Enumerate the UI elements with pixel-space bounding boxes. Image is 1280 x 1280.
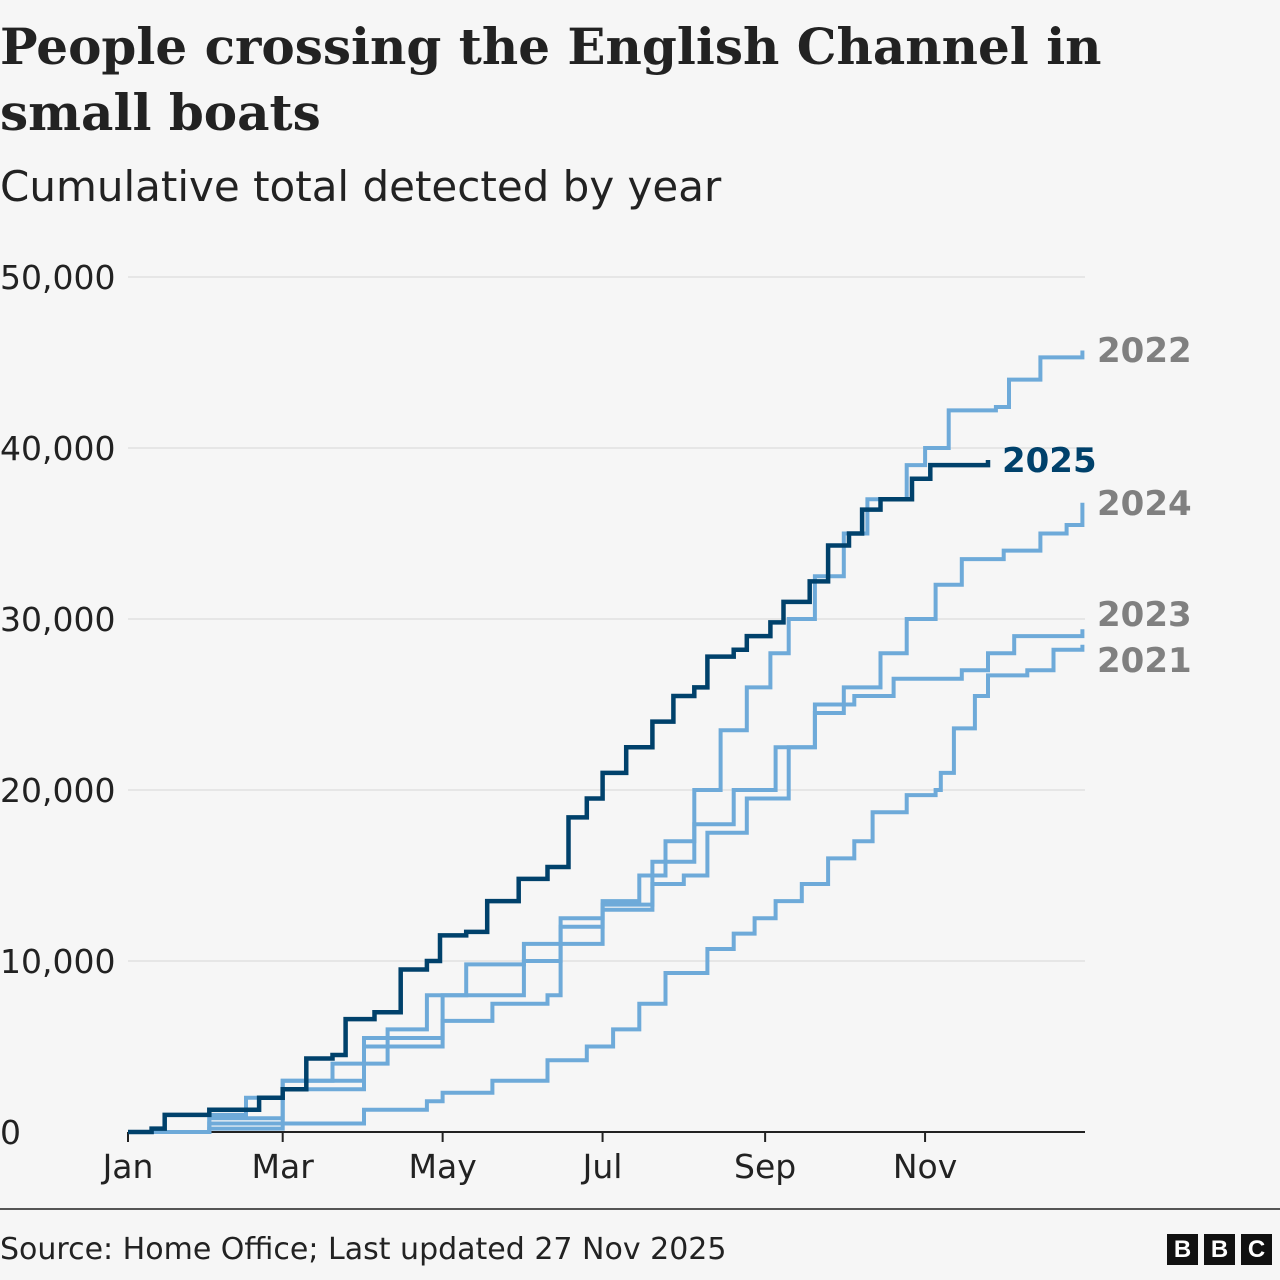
series-line-2021 bbox=[128, 644, 1085, 1134]
x-tick-label: Nov bbox=[893, 1147, 957, 1186]
y-tick-label: 10,000 bbox=[0, 942, 115, 981]
x-tick-label: Jan bbox=[101, 1147, 154, 1186]
series-label-2024: 2024 bbox=[1097, 484, 1192, 524]
logo-letter: B bbox=[1204, 1234, 1235, 1265]
series-label-2025: 2025 bbox=[1002, 441, 1097, 481]
source-note: Source: Home Office; Last updated 27 Nov… bbox=[0, 1232, 727, 1267]
x-tick-label: Sep bbox=[734, 1147, 796, 1186]
chart-subtitle: Cumulative total detected by year bbox=[0, 162, 722, 211]
bbc-logo: B B C bbox=[1167, 1234, 1272, 1265]
footer-divider bbox=[0, 1208, 1280, 1210]
x-tick-label: Jul bbox=[581, 1147, 623, 1186]
x-tick-label: May bbox=[409, 1147, 477, 1186]
series-line-2024 bbox=[128, 502, 1085, 1134]
logo-letter: C bbox=[1241, 1234, 1272, 1265]
chart-title: People crossing the English Channel in s… bbox=[0, 17, 1102, 142]
y-tick-label: 20,000 bbox=[0, 771, 115, 810]
logo-letter: B bbox=[1167, 1234, 1198, 1265]
series-label-2022: 2022 bbox=[1097, 331, 1192, 371]
y-tick-label: 50,000 bbox=[0, 258, 115, 297]
series-line-2023 bbox=[128, 629, 1085, 1134]
y-tick-label: 40,000 bbox=[0, 429, 115, 468]
x-tick-label: Mar bbox=[252, 1147, 315, 1186]
series-line-2025 bbox=[128, 460, 991, 1135]
y-tick-label: 30,000 bbox=[0, 600, 115, 639]
line-chart: 0 10,000 20,000 30,000 40,000 50,000 Jan Mar May… bbox=[0, 258, 1192, 1186]
series-label-2023: 2023 bbox=[1097, 595, 1192, 635]
series-label-2021: 2021 bbox=[1097, 641, 1192, 681]
series-line-2022 bbox=[128, 350, 1085, 1134]
y-tick-label: 0 bbox=[0, 1113, 21, 1152]
